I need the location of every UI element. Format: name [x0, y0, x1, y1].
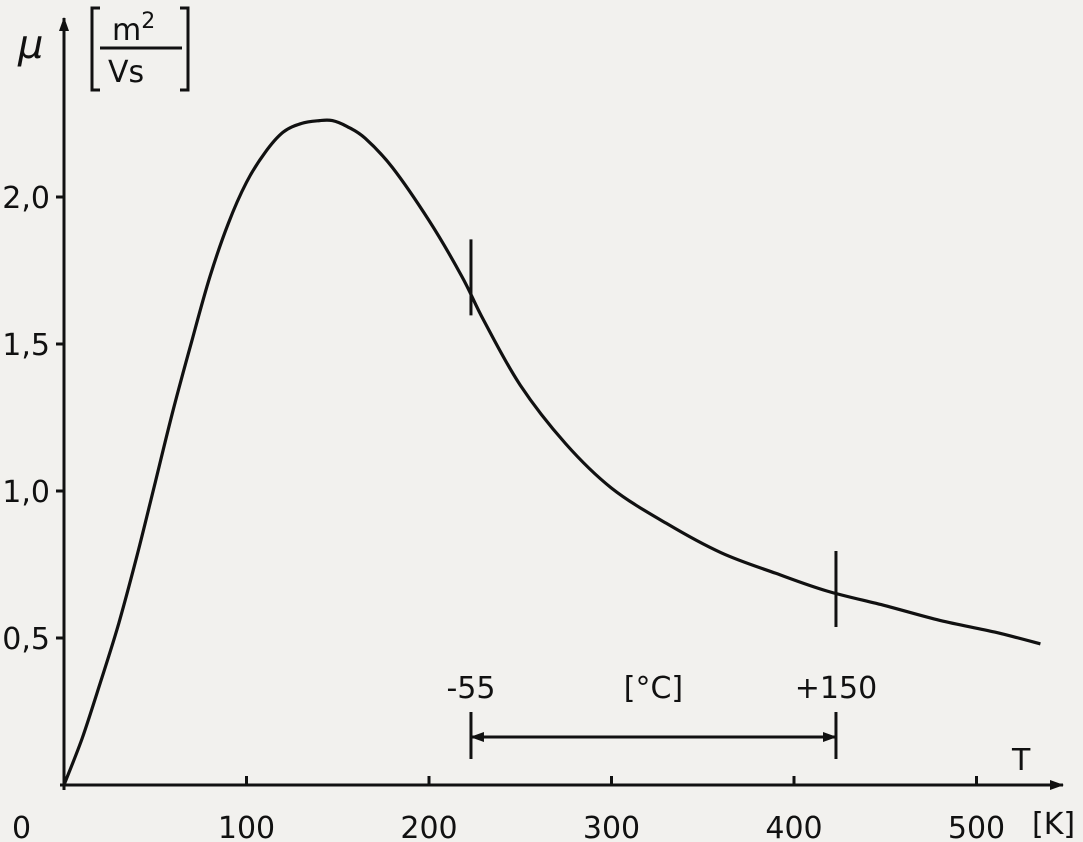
y-tick-label: 1,0 — [2, 475, 50, 510]
origin-label: 0 — [12, 811, 31, 842]
y-unit-numerator: m2 — [112, 9, 155, 48]
range-unit-label: [°C] — [624, 671, 683, 706]
x-tick-label: 400 — [765, 811, 822, 842]
x-tick-label: 100 — [218, 811, 275, 842]
y-unit-bracket — [90, 6, 190, 92]
x-tick-label: 300 — [583, 811, 640, 842]
y-unit-denominator: Vs — [108, 55, 144, 90]
y-tick-label: 0,5 — [2, 622, 50, 657]
x-unit-label: [K] — [1032, 807, 1075, 842]
y-axis-label: μ — [17, 22, 43, 68]
range-to-label: +150 — [795, 671, 877, 706]
x-tick-label: 200 — [400, 811, 457, 842]
mobility-curve — [62, 118, 1041, 786]
x-axis-label: T — [1011, 743, 1031, 778]
y-tick-label: 2,0 — [2, 181, 50, 216]
x-tick-label: 500 — [948, 811, 1005, 842]
range-from-label: -55 — [446, 671, 495, 706]
y-tick-label: 1,5 — [2, 328, 50, 363]
